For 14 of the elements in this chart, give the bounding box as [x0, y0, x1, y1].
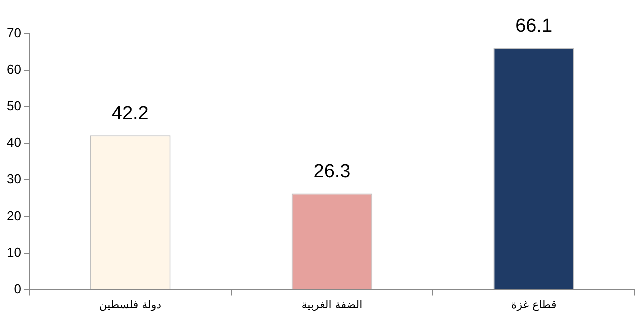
x-tick-label: دولة فلسطين: [99, 298, 162, 312]
y-tick-label: 30: [6, 172, 22, 187]
y-tick-label: 10: [6, 244, 22, 260]
y-tick-label: 50: [6, 98, 22, 114]
data-label: 66.1: [516, 16, 553, 37]
data-label: 26.3: [314, 161, 351, 182]
y-tick-label: 20: [6, 208, 22, 224]
x-tick-label: قطاع غزة: [511, 298, 557, 312]
y-tick-label: 70: [6, 26, 22, 41]
y-tick-label: 60: [6, 62, 22, 78]
data-label: 42.2: [112, 103, 149, 124]
y-tick-label: 0: [14, 281, 22, 296]
y-tick-label: 40: [6, 135, 22, 150]
x-tick-label: الضفة الغربية: [302, 298, 363, 312]
